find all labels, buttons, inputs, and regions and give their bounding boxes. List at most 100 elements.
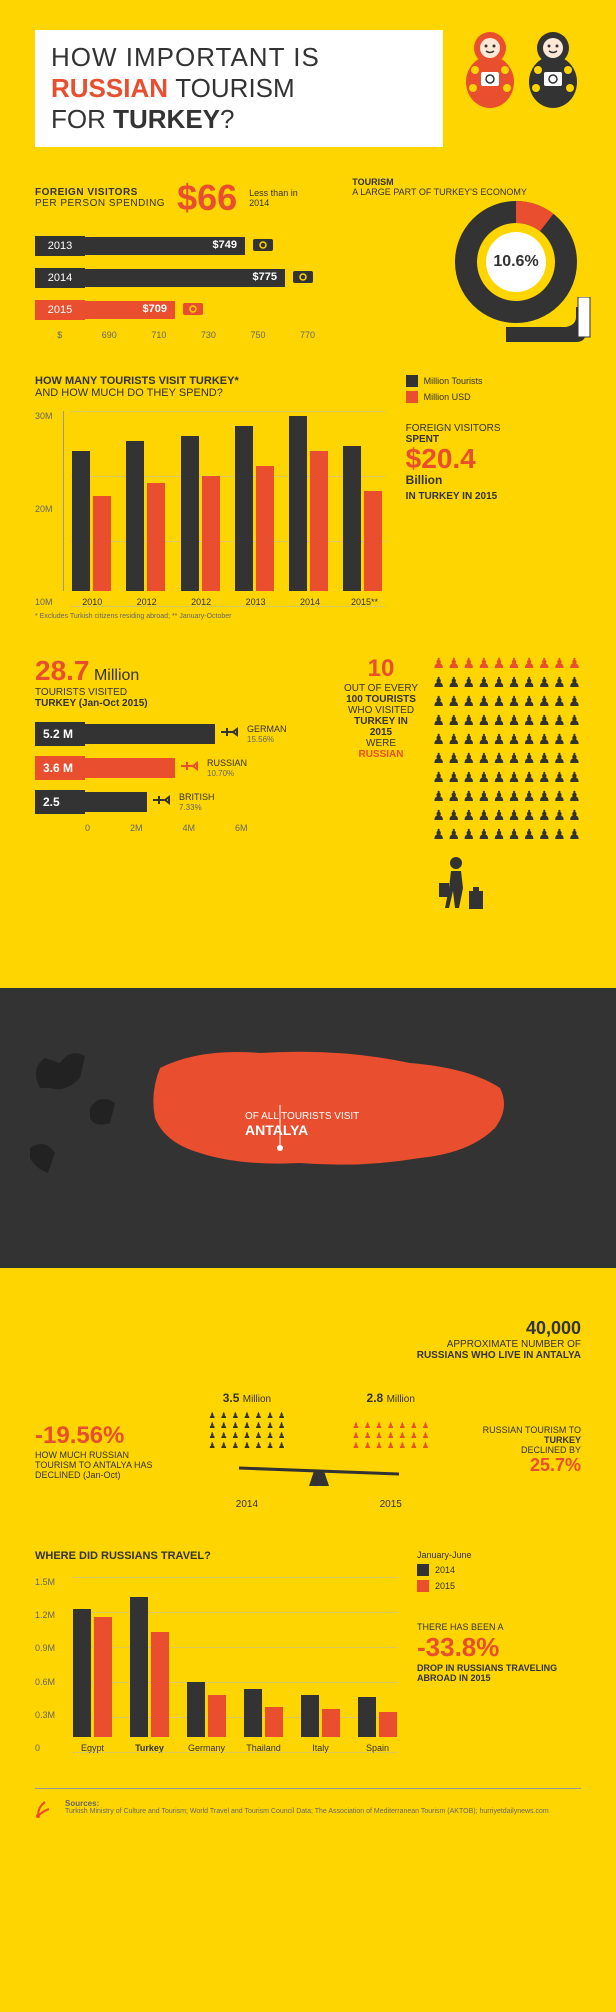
tourists-bar — [289, 416, 307, 591]
person-icon: ♟ — [508, 826, 521, 843]
rferl-logo-icon — [35, 1799, 55, 1819]
visitors-ylabels: 30M20M10M — [35, 411, 53, 607]
person-icon: ♟ — [508, 788, 521, 805]
person-icon: ♟ — [432, 788, 445, 805]
person-icon: ♟ — [462, 674, 475, 691]
visitors-legend: Million Tourists Million USD — [406, 375, 581, 403]
person-icon: ♟ — [492, 674, 505, 691]
person-icon: ♟ — [508, 712, 521, 729]
person-icon: ♟ — [447, 693, 460, 710]
person-icon: ♟ — [447, 750, 460, 767]
person-icon: ♟ — [553, 807, 566, 824]
person-icon: ♟ — [523, 712, 536, 729]
travel-countries: EgyptTurkeyGermanyThailandItalySpain — [65, 1743, 397, 1753]
scale-icon — [229, 1456, 409, 1486]
person-icon: ♟ — [538, 655, 551, 672]
nat-bar — [85, 792, 147, 812]
person-icon: ♟ — [553, 826, 566, 843]
person-icon: ♟ — [492, 807, 505, 824]
drop-box: THERE HAS BEEN A -33.8% DROP IN RUSSIANS… — [417, 1622, 581, 1683]
tourists-bar — [343, 446, 361, 591]
tourists-bar — [126, 441, 144, 591]
nat-label: RUSSIAN10.70% — [207, 758, 247, 778]
decline-text: HOW MUCH RUSSIAN TOURISM TO ANTALYA HAS … — [35, 1450, 155, 1480]
person-icon: ♟ — [568, 750, 581, 767]
person-icon: ♟ — [553, 655, 566, 672]
person-icon: ♟ — [432, 769, 445, 786]
person-icon: ♟ — [477, 769, 490, 786]
nat-bignum: 28.7 — [35, 655, 90, 686]
decline-pct: -19.56% — [35, 1422, 155, 1450]
person-icon: ♟ — [477, 788, 490, 805]
person-icon: ♟ — [568, 807, 581, 824]
person-icon: ♟ — [568, 826, 581, 843]
spending-less: Less than in 2014 — [249, 188, 309, 208]
spending-bar: $709 — [85, 301, 175, 319]
person-icon: ♟ — [523, 655, 536, 672]
travel-bar-2014 — [73, 1609, 91, 1737]
plane-icon — [219, 725, 239, 744]
camera-icon — [251, 235, 275, 258]
plane-icon — [179, 759, 199, 778]
nat-bar — [85, 758, 175, 778]
person-icon: ♟ — [492, 693, 505, 710]
person-icon: ♟ — [447, 674, 460, 691]
person-icon: ♟ — [462, 826, 475, 843]
travel-legend: January-June 2014 2015 — [417, 1550, 581, 1592]
person-icon: ♟ — [447, 712, 460, 729]
person-icon: ♟ — [432, 674, 445, 691]
person-icon: ♟ — [477, 750, 490, 767]
person-icon: ♟ — [523, 674, 536, 691]
usd-bar — [147, 483, 165, 591]
visitors-section: HOW MANY TOURISTS VISIT TURKEY* AND HOW … — [35, 375, 581, 620]
matryoshka-dolls — [463, 30, 581, 110]
person-icon: ♟ — [553, 674, 566, 691]
person-icon: ♟ — [477, 826, 490, 843]
person-icon: ♟ — [432, 655, 445, 672]
antalya-population: 40,000 APPROXIMATE NUMBER OF RUSSIANS WH… — [35, 1318, 581, 1361]
person-icon: ♟ — [447, 731, 460, 748]
travel-bar-2015 — [151, 1632, 169, 1737]
person-icon: ♟ — [568, 674, 581, 691]
person-icon: ♟ — [462, 750, 475, 767]
person-icon: ♟ — [538, 750, 551, 767]
person-icon: ♟ — [553, 750, 566, 767]
title-turkey: TURKEY — [113, 104, 220, 134]
person-icon: ♟ — [538, 712, 551, 729]
map-section: 31.83% OF ALL TOURISTS VISIT ANTALYA — [0, 988, 616, 1268]
person-icon: ♟ — [432, 731, 445, 748]
person-icon: ♟ — [508, 807, 521, 824]
donut-value: 10.6% — [486, 232, 546, 292]
title-box: HOW IMPORTANT IS RUSSIAN TOURISM FOR TUR… — [35, 30, 443, 147]
person-icon: ♟ — [568, 693, 581, 710]
person-icon: ♟ — [462, 731, 475, 748]
person-icon: ♟ — [568, 712, 581, 729]
person-icon: ♟ — [477, 731, 490, 748]
person-icon: ♟ — [447, 826, 460, 843]
person-icon: ♟ — [477, 674, 490, 691]
spending-section: FOREIGN VISITORS PER PERSON SPENDING $66… — [35, 177, 581, 340]
tourists-bar — [72, 451, 90, 591]
person-icon: ♟ — [553, 788, 566, 805]
title-tourism: TOURISM — [175, 73, 294, 103]
visitors-chart — [63, 411, 386, 591]
spending-axis: $690710730750770 — [35, 330, 332, 340]
nat-value: 2.5 — [35, 790, 85, 814]
usd-bar — [310, 451, 328, 591]
tourism-donut: 10.6% — [451, 197, 581, 327]
person-icon: ♟ — [523, 693, 536, 710]
people-grid: ♟♟♟♟♟♟♟♟♟♟♟♟♟♟♟♟♟♟♟♟♟♟♟♟♟♟♟♟♟♟♟♟♟♟♟♟♟♟♟♟… — [432, 655, 581, 843]
spending-year: 2013 — [35, 236, 85, 256]
spending-dollar: $66 — [177, 177, 237, 219]
person-icon: ♟ — [432, 693, 445, 710]
person-icon: ♟ — [508, 750, 521, 767]
person-icon: ♟ — [553, 769, 566, 786]
person-icon: ♟ — [462, 807, 475, 824]
person-icon: ♟ — [553, 731, 566, 748]
person-icon: ♟ — [523, 731, 536, 748]
travel-bar-2014 — [358, 1697, 376, 1737]
travel-bar-2014 — [130, 1597, 148, 1737]
person-icon: ♟ — [477, 655, 490, 672]
person-icon: ♟ — [553, 712, 566, 729]
person-icon: ♟ — [432, 750, 445, 767]
